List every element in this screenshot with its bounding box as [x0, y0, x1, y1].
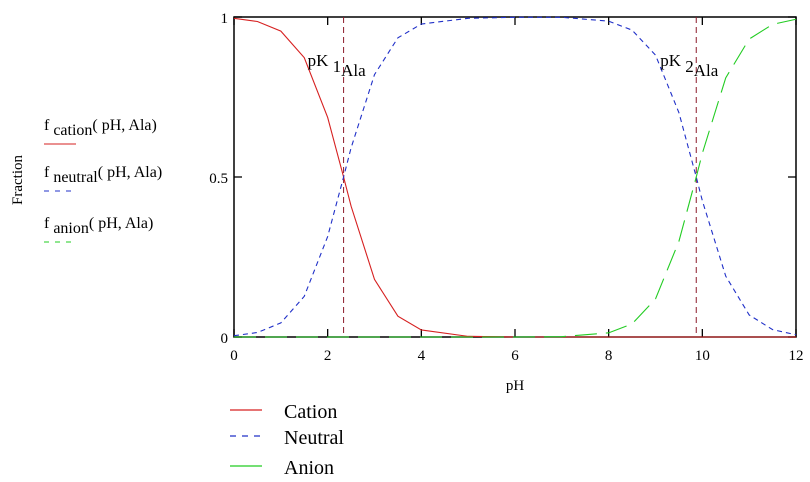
- plot-labels: f cation( pH, Ala) f neutral( pH, Ala) f a…: [44, 51, 719, 243]
- x-tick-label: 0: [230, 348, 238, 364]
- legend-label-neutral: Neutral: [284, 427, 344, 449]
- legend: Cation Neutral Anion: [230, 401, 344, 479]
- curve-label-cation: f cation( pH, Ala): [44, 117, 157, 139]
- y-axis-label: Fraction: [10, 155, 26, 205]
- plot-marks: [233, 16, 797, 338]
- curve-label-neutral: f neutral( pH, Ala): [44, 164, 162, 186]
- curve-label-anion: f anion( pH, Ala): [44, 215, 153, 237]
- x-tick-label: 8: [605, 348, 613, 364]
- series-line-neutral: [233, 16, 797, 337]
- x-tick-label: 4: [418, 348, 426, 364]
- y-tick-label: 1: [221, 11, 229, 27]
- pk1-label: pK 1Ala: [308, 51, 367, 80]
- x-tick-label: 10: [695, 348, 710, 364]
- series-line-anion: [234, 18, 797, 338]
- y-tick-label: 0.5: [209, 171, 228, 187]
- x-tick-label: 6: [511, 348, 519, 364]
- legend-label-anion: Anion: [284, 457, 334, 479]
- y-tick-label: 0: [221, 331, 229, 347]
- x-tick-label: 12: [789, 348, 804, 364]
- x-tick-label: 2: [324, 348, 332, 364]
- legend-label-cation: Cation: [284, 401, 337, 423]
- pk2-label: pK 2Ala: [660, 51, 719, 80]
- x-axis-label: pH: [506, 378, 525, 394]
